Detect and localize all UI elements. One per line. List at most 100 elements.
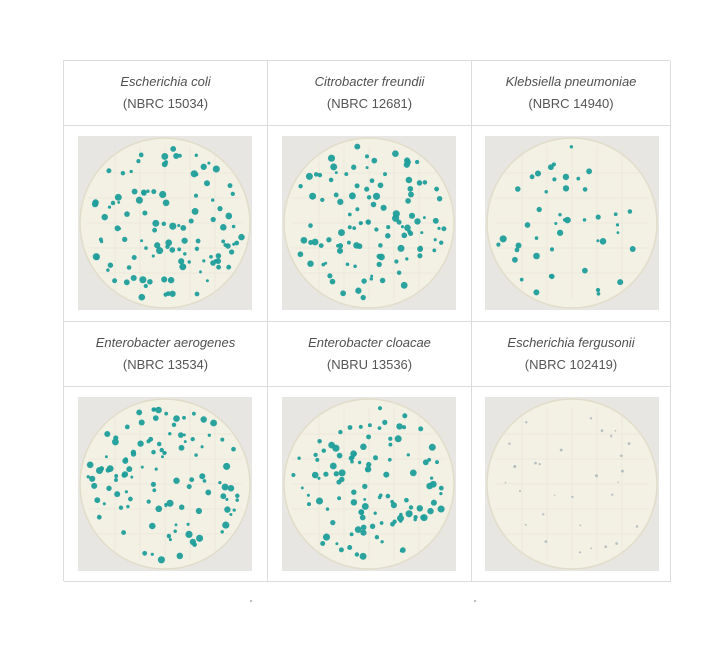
species-name: Escherichia fergusonii <box>507 335 635 350</box>
colony-dot <box>138 419 145 426</box>
colony-dot <box>378 493 383 498</box>
colony-dot <box>578 551 582 554</box>
colony-dot <box>394 435 402 443</box>
colony-dot <box>196 534 204 542</box>
plate-cell-5 <box>472 387 671 582</box>
colony-dot <box>359 552 367 560</box>
colony-dot <box>586 168 593 175</box>
colony-dot <box>225 243 231 249</box>
colony-dot <box>370 274 374 278</box>
colony-dot <box>363 497 367 501</box>
colony-dot <box>359 514 366 521</box>
colony-dot <box>121 472 127 478</box>
colony-dot <box>429 480 437 488</box>
colony-dot <box>360 294 366 301</box>
colony-dot <box>220 437 225 442</box>
strain-code: (NBRC 15034) <box>122 96 209 111</box>
colony-dot <box>347 545 353 550</box>
colony-dot <box>146 499 151 504</box>
colony-dot <box>164 504 168 508</box>
colony-dot <box>311 471 319 479</box>
colony-dot <box>150 481 156 487</box>
colony-dot <box>130 274 137 282</box>
colony-dot <box>136 159 141 164</box>
colony-dot <box>313 172 319 177</box>
colony-dot <box>193 193 199 198</box>
colony-dot <box>140 465 144 469</box>
colony-dot <box>169 247 176 253</box>
plate-cell-3 <box>64 387 268 582</box>
colony-dot <box>202 259 206 263</box>
colony-dot <box>534 170 542 177</box>
colony-dot <box>414 218 421 225</box>
colony-dot <box>173 529 177 533</box>
colony-dot <box>143 283 148 289</box>
colony-dot <box>190 170 198 178</box>
colony-dot <box>110 200 116 206</box>
colony-dot <box>91 200 99 208</box>
colony-dot <box>437 226 441 230</box>
colony-dot <box>346 240 351 245</box>
colony-dot <box>168 538 172 542</box>
colony-dot <box>392 214 400 222</box>
colony-dot <box>437 505 445 513</box>
colony-dot <box>231 224 236 229</box>
colony-dot <box>327 154 336 162</box>
colony-dot <box>162 199 170 207</box>
colony-dot <box>300 486 304 490</box>
colony-dot <box>405 198 411 204</box>
colony-dot <box>385 233 391 239</box>
colony-dot <box>350 459 354 464</box>
culture-plate-image <box>485 136 659 310</box>
species-name: Enterobacter aerogenes <box>95 335 236 350</box>
colony-dot <box>435 460 439 465</box>
colony-dot <box>350 450 357 458</box>
colony-dot <box>365 166 369 170</box>
colony-dot <box>123 279 130 286</box>
colony-dot <box>191 207 199 215</box>
colony-dot <box>518 489 522 493</box>
colony-dot <box>159 190 167 199</box>
colony-dot <box>104 455 108 459</box>
colony-dot <box>351 164 357 170</box>
colony-dot <box>130 475 134 479</box>
colony-dot <box>336 452 343 459</box>
colony-dot <box>114 225 121 232</box>
colony-dot <box>151 449 156 455</box>
colony-dot <box>320 541 326 546</box>
culture-plate-svg <box>79 137 251 309</box>
colony-dot <box>405 176 413 184</box>
colony-dot <box>596 239 600 243</box>
colony-dot <box>311 238 319 246</box>
colony-dot <box>365 219 370 225</box>
colony-dot <box>200 163 207 170</box>
colony-dot <box>114 491 121 498</box>
colony-dot <box>101 213 108 221</box>
strain-code: (NBRC 12681) <box>326 96 413 111</box>
plate-cell-0 <box>64 126 268 322</box>
colony-dot <box>161 276 168 283</box>
colony-dot <box>627 209 633 214</box>
colony-dot <box>629 246 636 252</box>
colony-dot <box>179 263 187 271</box>
colony-dot <box>338 429 343 435</box>
colony-dot <box>383 172 387 177</box>
colony-dot <box>347 225 352 230</box>
colony-dot <box>297 456 301 460</box>
colony-dot <box>418 245 423 250</box>
culture-plate-image <box>78 397 252 571</box>
species-name: Klebsiella pneumoniae <box>505 74 637 89</box>
colony-dot <box>323 471 329 477</box>
colony-dot <box>308 223 313 228</box>
colony-dot <box>307 260 314 267</box>
colony-dot <box>390 502 397 509</box>
colony-dot <box>404 224 411 232</box>
colony-dot <box>124 211 130 217</box>
colony-dot <box>615 542 618 545</box>
strain-code: (NBRC 14940) <box>528 96 614 111</box>
colony-dot <box>529 174 535 180</box>
colony-dot <box>427 457 432 462</box>
colony-dot <box>422 459 429 466</box>
colony-dot <box>579 524 582 527</box>
colony-dot <box>328 177 334 183</box>
